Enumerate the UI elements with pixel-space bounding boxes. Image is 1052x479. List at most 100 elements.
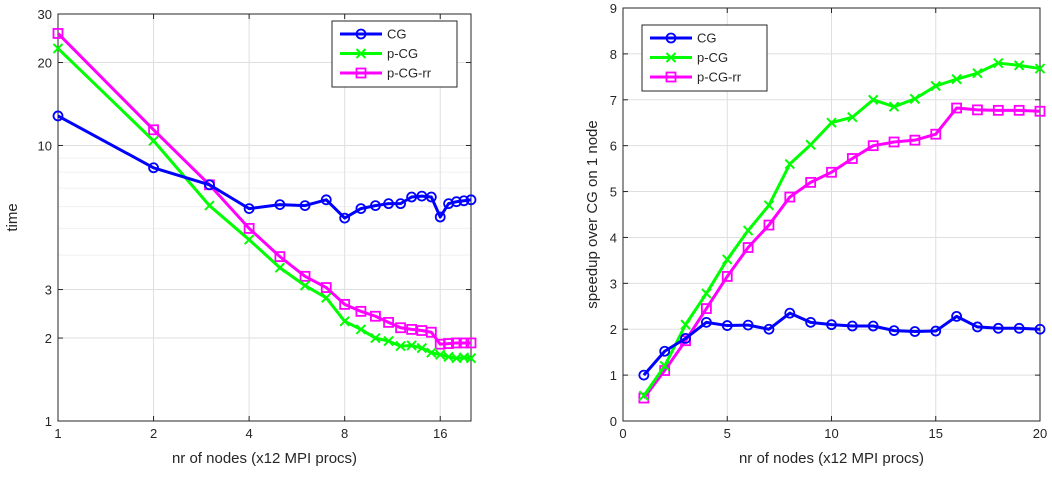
y-tick-label: 3 bbox=[45, 283, 52, 298]
legend-marker bbox=[665, 52, 677, 63]
series-p-cg-rr bbox=[52, 28, 477, 350]
y-tick-label: 7 bbox=[610, 93, 617, 108]
y-tick-label: 3 bbox=[610, 276, 617, 291]
series-p-cg bbox=[638, 57, 1046, 401]
data-point bbox=[458, 337, 470, 349]
data-point bbox=[951, 102, 962, 114]
data-point bbox=[383, 316, 394, 328]
legend-marker bbox=[665, 32, 677, 44]
data-point bbox=[846, 153, 858, 164]
y-tick-label: 1 bbox=[45, 414, 52, 429]
legend: CG p-CG p-CG-rr bbox=[331, 20, 458, 88]
data-point bbox=[370, 200, 381, 211]
data-point bbox=[701, 316, 712, 328]
y-tick-label: 4 bbox=[610, 230, 617, 245]
data-point bbox=[784, 191, 796, 203]
legend-label: CG bbox=[697, 31, 717, 46]
data-point bbox=[355, 324, 367, 335]
data-point bbox=[451, 337, 462, 349]
data-point bbox=[458, 195, 470, 207]
legend-label: CG bbox=[387, 27, 407, 42]
data-point bbox=[148, 124, 159, 136]
data-point bbox=[1034, 63, 1046, 74]
data-point bbox=[451, 196, 462, 208]
data-point bbox=[972, 67, 983, 79]
data-point bbox=[465, 194, 477, 206]
data-point bbox=[784, 307, 796, 319]
data-point bbox=[406, 191, 418, 203]
y-tick-label: 2 bbox=[610, 322, 617, 337]
data-point bbox=[465, 337, 477, 349]
x-tick-label: 8 bbox=[341, 426, 348, 441]
data-point bbox=[355, 305, 367, 317]
y-tick-label: 0 bbox=[610, 414, 617, 429]
data-point bbox=[847, 112, 858, 123]
series-line bbox=[642, 61, 1041, 397]
data-point bbox=[763, 219, 775, 231]
y-tick-label: 8 bbox=[610, 47, 617, 62]
legend-label: p-CG bbox=[697, 50, 728, 65]
data-point bbox=[435, 349, 446, 360]
data-point bbox=[909, 93, 921, 105]
data-point bbox=[722, 254, 733, 265]
data-point bbox=[1034, 105, 1046, 117]
data-point bbox=[339, 212, 351, 224]
data-point bbox=[992, 104, 1004, 116]
data-point bbox=[339, 298, 351, 310]
x-tick-label: 4 bbox=[246, 426, 253, 441]
data-point bbox=[299, 200, 311, 211]
data-point bbox=[243, 223, 255, 234]
data-point bbox=[680, 319, 691, 330]
data-point bbox=[204, 179, 215, 191]
series-cg bbox=[638, 307, 1046, 381]
data-point bbox=[370, 310, 381, 322]
data-point bbox=[370, 332, 381, 344]
series-cg bbox=[52, 110, 477, 224]
data-point bbox=[805, 316, 817, 328]
data-point bbox=[416, 342, 428, 354]
x-tick-label: 15 bbox=[929, 426, 943, 441]
data-point bbox=[909, 326, 921, 337]
data-point bbox=[443, 338, 454, 349]
data-point bbox=[721, 271, 733, 282]
data-point bbox=[846, 320, 858, 332]
y-axis-label: time bbox=[4, 203, 21, 231]
data-point bbox=[972, 321, 983, 333]
y-tick-label: 20 bbox=[38, 56, 52, 71]
data-point bbox=[826, 319, 837, 331]
data-point bbox=[951, 73, 962, 85]
data-point bbox=[1013, 322, 1025, 334]
x-tick-label: 1 bbox=[54, 426, 61, 441]
data-point bbox=[274, 262, 286, 273]
y-axis-label: speedup over CG on 1 node bbox=[584, 120, 601, 308]
x-tick-label: 2 bbox=[150, 426, 157, 441]
x-tick-label: 10 bbox=[824, 426, 838, 441]
chart-2: 0 5 10 15 20 0 1 2 3 4 5 6 7 8 9 nr of nodes (x12 MPI p… bbox=[584, 1, 1047, 467]
data-point bbox=[443, 351, 454, 363]
data-point bbox=[406, 324, 418, 335]
y-tick-label: 30 bbox=[38, 7, 52, 22]
data-point bbox=[701, 303, 712, 314]
data-point bbox=[1034, 323, 1046, 335]
legend-marker bbox=[665, 71, 677, 83]
data-point bbox=[659, 360, 670, 372]
legend-label: p-CG bbox=[387, 46, 418, 61]
x-tick-label: 5 bbox=[724, 426, 731, 441]
x-tick-label: 0 bbox=[619, 426, 626, 441]
data-point bbox=[425, 191, 437, 203]
data-point bbox=[465, 353, 477, 364]
data-point bbox=[992, 322, 1004, 334]
data-point bbox=[784, 158, 796, 170]
data-point bbox=[1013, 60, 1025, 71]
data-point bbox=[204, 200, 215, 211]
data-point bbox=[659, 345, 671, 357]
x-tick-label: 20 bbox=[1033, 426, 1047, 441]
chart-1: 1 2 4 8 16 1 2 3 10 20 30 nr of nodes (x12 MPI proc… bbox=[4, 7, 477, 467]
legend-marker bbox=[355, 48, 367, 59]
legend-label: p-CG-rr bbox=[697, 70, 742, 85]
x-tick-label: 16 bbox=[433, 426, 447, 441]
data-point bbox=[243, 234, 255, 245]
data-point bbox=[701, 288, 712, 299]
data-point bbox=[395, 340, 406, 352]
